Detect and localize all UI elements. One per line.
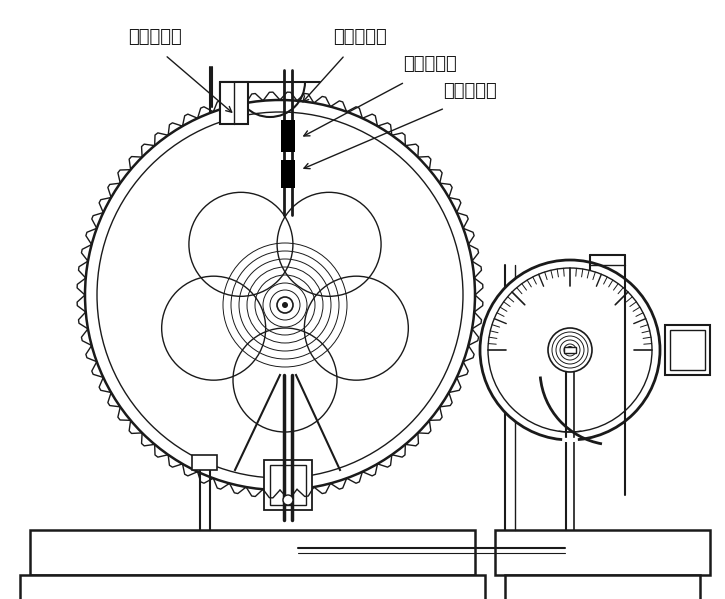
Bar: [564, 347, 576, 353]
Text: 间隔光电门: 间隔光电门: [333, 28, 387, 46]
Bar: [665, 325, 710, 375]
Bar: [495, 530, 710, 575]
Bar: [270, 465, 306, 505]
Bar: [192, 455, 217, 470]
Circle shape: [548, 328, 592, 372]
Text: 摆轮挡光片: 摆轮挡光片: [403, 55, 457, 73]
Bar: [264, 460, 312, 510]
Bar: [281, 160, 295, 188]
Circle shape: [566, 346, 574, 354]
Bar: [20, 575, 485, 599]
Bar: [670, 330, 705, 370]
Bar: [505, 575, 700, 599]
Bar: [30, 530, 475, 575]
Bar: [220, 82, 248, 124]
Text: 摇杆挡光片: 摇杆挡光片: [443, 82, 497, 100]
Text: 周期光电门: 周期光电门: [128, 28, 182, 46]
Circle shape: [480, 260, 660, 440]
Bar: [281, 120, 295, 152]
Circle shape: [85, 100, 475, 490]
Circle shape: [282, 302, 288, 308]
Circle shape: [283, 495, 293, 505]
Circle shape: [277, 297, 293, 313]
